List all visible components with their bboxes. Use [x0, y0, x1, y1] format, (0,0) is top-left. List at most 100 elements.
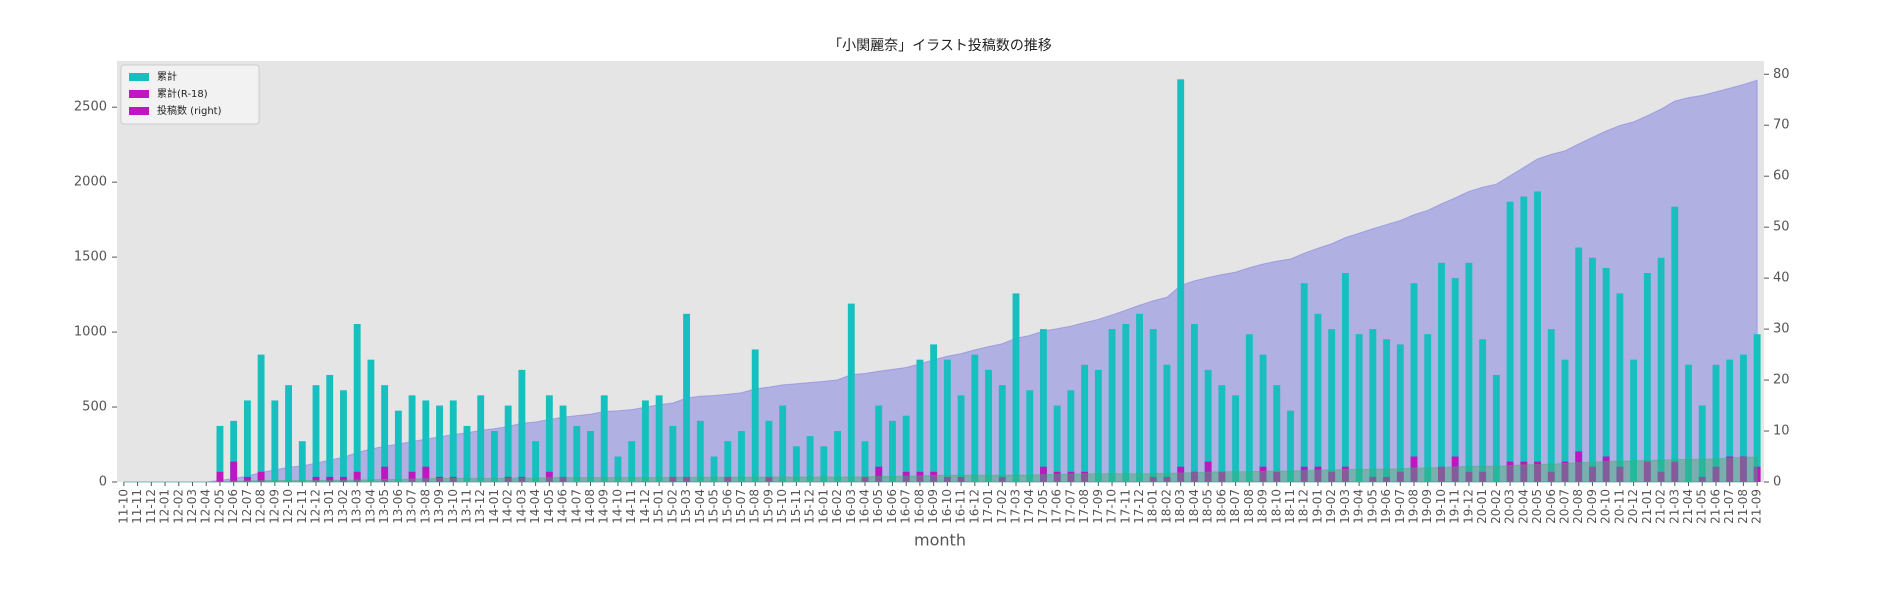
bar [504, 405, 512, 482]
bar [861, 441, 869, 482]
bar [353, 471, 361, 482]
bar [1149, 329, 1157, 482]
x-tick-label: 16-05 [871, 489, 885, 524]
x-tick-label: 19-07 [1393, 489, 1407, 524]
x-tick-label: 17-02 [995, 489, 1009, 524]
x-tick-label: 21-06 [1708, 489, 1722, 524]
x-tick-label: 18-06 [1214, 489, 1228, 524]
bar [875, 466, 883, 482]
x-tick-label: 14-11 [624, 489, 638, 524]
bar [230, 420, 238, 482]
bar [1259, 354, 1267, 482]
y2-tick-label: 40 [1773, 271, 1790, 286]
x-tick-label: 16-12 [967, 489, 981, 524]
legend-label: 累計 [157, 70, 177, 83]
bar [1053, 405, 1061, 482]
bar [861, 476, 869, 482]
bar [1081, 364, 1089, 482]
bar [1177, 466, 1185, 482]
bar [834, 431, 841, 482]
legend-box [120, 64, 260, 125]
x-tick-label: 14-09 [597, 489, 611, 524]
x-tick-label: 19-10 [1434, 489, 1448, 524]
x-tick-label: 15-10 [775, 489, 789, 524]
bar [216, 471, 224, 482]
bar [1410, 456, 1418, 482]
bar [1300, 283, 1308, 482]
bar [1341, 466, 1349, 482]
x-tick-label: 13-09 [432, 489, 446, 524]
bar [573, 425, 581, 482]
x-tick-label: 18-03 [1173, 489, 1187, 524]
x-tick-label: 17-09 [1091, 489, 1105, 524]
x-tick-label: 12-01 [158, 489, 172, 524]
bar [1012, 293, 1020, 482]
x-tick-label: 20-05 [1530, 489, 1544, 524]
x-tick-label: 14-08 [583, 489, 597, 524]
bar [1465, 471, 1473, 482]
bar [326, 374, 334, 482]
bar [1369, 329, 1377, 482]
bar [298, 441, 306, 482]
x-tick-label: 18-08 [1242, 489, 1256, 524]
bar [408, 471, 416, 482]
legend-swatch [129, 73, 149, 81]
x-tick-label: 15-01 [652, 489, 666, 524]
x-tick-label: 12-08 [254, 489, 268, 524]
bar [1438, 466, 1445, 482]
bar [930, 471, 938, 482]
bar [230, 461, 238, 482]
bar [779, 405, 787, 482]
bar [696, 420, 704, 482]
bar [559, 405, 567, 482]
bar [449, 400, 457, 482]
x-tick-label: 15-08 [748, 489, 762, 524]
bar [243, 476, 251, 482]
x-tick-label: 18-12 [1297, 489, 1311, 524]
bar [1094, 369, 1102, 482]
x-tick-label: 18-10 [1269, 489, 1283, 524]
bar [381, 466, 389, 482]
x-tick-label: 17-05 [1036, 489, 1050, 524]
bar [1287, 410, 1294, 482]
x-tick-label: 17-03 [1008, 489, 1022, 524]
bar [1314, 313, 1322, 482]
x-tick-label: 21-07 [1722, 489, 1736, 524]
bar [1698, 476, 1706, 482]
bar [1424, 334, 1432, 482]
x-tick-label: 12-07 [240, 489, 254, 524]
x-tick-label: 17-11 [1118, 489, 1132, 524]
bar [916, 471, 924, 482]
bar [1396, 471, 1404, 482]
bar [312, 385, 320, 482]
x-tick-label: 15-12 [803, 489, 817, 524]
bar [1671, 461, 1679, 482]
bar [449, 476, 457, 482]
bar [587, 431, 594, 482]
bar [1520, 461, 1528, 482]
x-tick-label: 21-09 [1750, 489, 1764, 524]
y-tick-label: 1000 [74, 325, 107, 340]
x-tick-label: 16-02 [830, 489, 844, 524]
x-tick-label: 19-01 [1310, 489, 1324, 524]
x-tick-label: 13-03 [350, 489, 364, 524]
bar [1465, 262, 1473, 482]
bar [1479, 339, 1487, 482]
x-tick-label: 13-06 [391, 489, 405, 524]
x-tick-label: 21-02 [1654, 489, 1668, 524]
x-tick-label: 14-04 [528, 489, 542, 524]
x-tick-label: 13-08 [418, 489, 432, 524]
bar [257, 471, 265, 482]
bar [1547, 329, 1555, 482]
bar [353, 323, 361, 482]
bar [1369, 476, 1377, 482]
bar [600, 395, 608, 482]
x-tick-label: 17-01 [981, 489, 995, 524]
bar [641, 400, 649, 482]
x-tick-label: 11-10 [116, 489, 130, 524]
x-tick-label: 13-07 [405, 489, 419, 524]
bar [1616, 293, 1624, 482]
x-tick-label: 14-07 [569, 489, 583, 524]
x-tick-label: 17-10 [1105, 489, 1119, 524]
x-tick-label: 15-03 [679, 489, 693, 524]
